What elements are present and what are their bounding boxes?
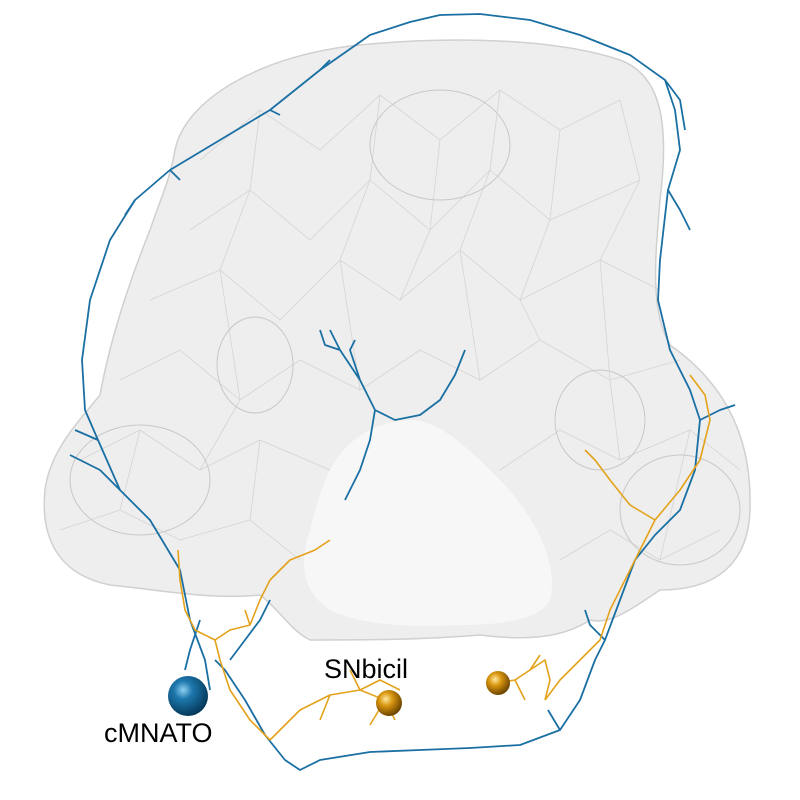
neuron-a-twig-1 (69, 429, 271, 671)
neuron-a-main-arbor (81, 13, 701, 771)
brain-mesh (43, 39, 751, 641)
neuron-b-soma-2 (486, 671, 510, 695)
neuron-b-left-axon (177, 539, 331, 741)
neuron-a-twig-3 (124, 59, 331, 216)
neuron-b-left-arbor (269, 669, 401, 741)
brain-mesh-outline (43, 39, 751, 641)
neuron-a-skeleton (69, 13, 736, 771)
neuron-a-inner-branch (319, 329, 466, 501)
brain-mesh-hole (304, 420, 552, 627)
neuron-a-label: cMNATO (104, 718, 213, 748)
neuron-b-label: SNbicil (324, 654, 408, 684)
mesh-facets (59, 89, 741, 561)
mesh-lobes (69, 89, 741, 566)
neuron-a-soma (168, 676, 208, 716)
neuron-b-right-axon (544, 374, 711, 701)
neuron-b-right-arbor (497, 654, 551, 701)
neuron-b-skeleton (177, 374, 711, 741)
neuron-a-twig-2 (547, 79, 736, 731)
neuron-b-soma-1 (376, 690, 402, 716)
